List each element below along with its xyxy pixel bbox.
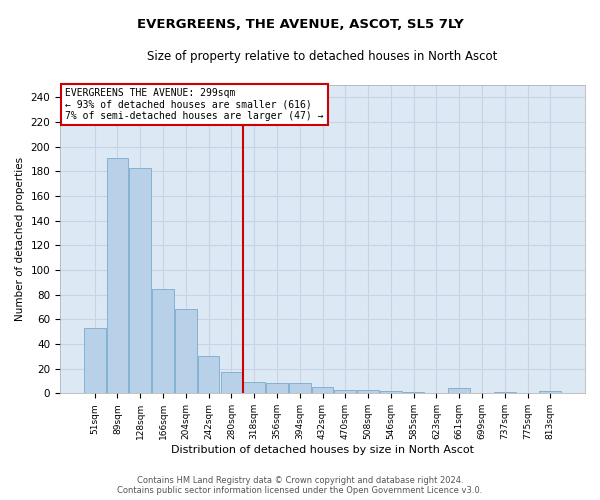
Bar <box>107 158 128 394</box>
Bar <box>198 356 220 394</box>
Bar <box>244 382 265 394</box>
Bar <box>311 387 334 394</box>
Bar <box>266 384 288 394</box>
Bar <box>380 391 401 394</box>
Bar <box>175 310 197 394</box>
Bar <box>357 390 379 394</box>
Bar <box>403 392 424 394</box>
Bar <box>448 388 470 394</box>
Bar <box>539 391 561 394</box>
Bar <box>494 392 515 394</box>
Y-axis label: Number of detached properties: Number of detached properties <box>15 157 25 321</box>
Text: EVERGREENS THE AVENUE: 299sqm
← 93% of detached houses are smaller (616)
7% of s: EVERGREENS THE AVENUE: 299sqm ← 93% of d… <box>65 88 324 122</box>
Text: EVERGREENS, THE AVENUE, ASCOT, SL5 7LY: EVERGREENS, THE AVENUE, ASCOT, SL5 7LY <box>137 18 463 30</box>
Bar <box>130 168 151 394</box>
Bar <box>84 328 106 394</box>
Title: Size of property relative to detached houses in North Ascot: Size of property relative to detached ho… <box>148 50 498 63</box>
Bar <box>289 384 311 394</box>
Text: Contains HM Land Registry data © Crown copyright and database right 2024.
Contai: Contains HM Land Registry data © Crown c… <box>118 476 482 495</box>
X-axis label: Distribution of detached houses by size in North Ascot: Distribution of detached houses by size … <box>171 445 474 455</box>
Bar <box>152 288 174 394</box>
Bar <box>221 372 242 394</box>
Bar <box>334 390 356 394</box>
